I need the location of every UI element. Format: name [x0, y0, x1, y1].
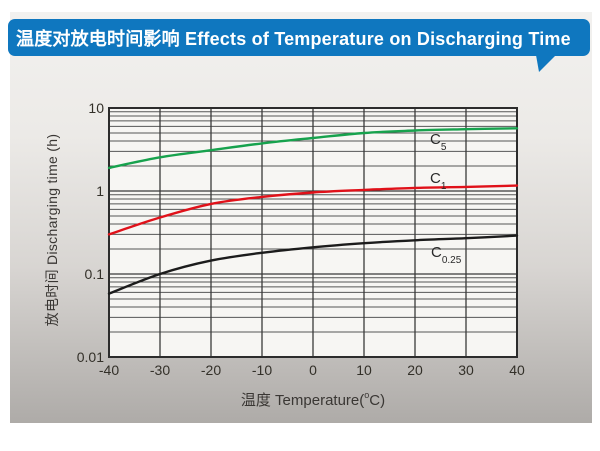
degree-symbol: o — [364, 390, 370, 400]
x-tick-label: -20 — [200, 362, 222, 378]
banner-tail — [536, 55, 556, 72]
x-tick-label: 10 — [356, 362, 372, 378]
x-tick-label: 30 — [458, 362, 474, 378]
x-tick-label: 40 — [509, 362, 525, 378]
curve-label-C0.25: C0.25 — [431, 244, 462, 266]
x-tick-label: -10 — [251, 362, 273, 378]
x-tick-label: 0 — [309, 362, 317, 378]
x-axis-title: 温度 Temperature(oC) — [241, 389, 385, 410]
y-tick-label: 0.1 — [84, 266, 104, 282]
curve-label-C1: C1 — [430, 170, 447, 192]
x-tick-label: 20 — [407, 362, 423, 378]
y-tick-label: 0.01 — [76, 349, 104, 365]
x-tick-label: -40 — [98, 362, 120, 378]
series-C5 — [107, 127, 519, 170]
title-banner: 温度对放电时间影响 Effects of Temperature on Disc… — [8, 19, 590, 56]
page-title: 温度对放电时间影响 Effects of Temperature on Disc… — [16, 28, 571, 49]
x-axis-title-unit: C) — [369, 392, 386, 409]
x-axis-title-text: 温度 Temperature( — [240, 392, 365, 409]
series-C1 — [107, 184, 519, 236]
plot-border — [108, 107, 518, 358]
curve-label-C5: C5 — [430, 131, 447, 153]
series-C0.25 — [107, 234, 519, 295]
y-tick-label: 10 — [88, 100, 104, 116]
plot-area — [107, 107, 519, 358]
y-tick-label: 1 — [96, 183, 104, 199]
y-axis-title: 放电时间 Discharging time (h) — [44, 133, 60, 327]
x-tick-label: -30 — [149, 362, 171, 378]
